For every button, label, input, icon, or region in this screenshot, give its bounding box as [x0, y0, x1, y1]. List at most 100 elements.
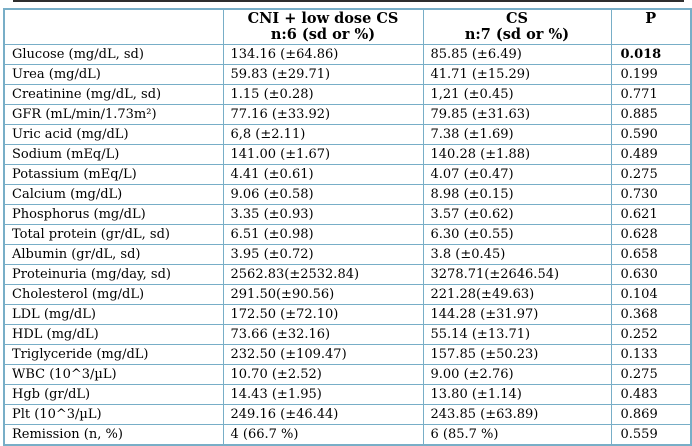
parameter-cell: Plt (10^3/µL)	[3, 404, 224, 425]
parameter-cell: Urea (mg/dL)	[3, 64, 224, 85]
p-value-cell: 0.483	[610, 384, 692, 405]
p-value-cell: 0.590	[610, 124, 692, 145]
group1-value-cell: 73.66 (±32.16)	[222, 324, 424, 345]
table-row-phosphorus: Phosphorus (mg/dL) 3.35 (±0.93) 3.57 (±0…	[3, 204, 692, 225]
group2-value-cell: 6 (85.7 %)	[422, 424, 612, 446]
parameter-cell: GFR (mL/min/1.73m²)	[3, 104, 224, 125]
p-value-cell: 0.621	[610, 204, 692, 225]
group1-value-cell: 232.50 (±109.47)	[222, 344, 424, 365]
group1-value-cell: 10.70 (±2.52)	[222, 364, 424, 385]
p-value-cell: 0.018	[610, 44, 692, 65]
group1-value-cell: 14.43 (±1.95)	[222, 384, 424, 405]
group2-value-cell: 157.85 (±50.23)	[422, 344, 612, 365]
group2-value-cell: 3.57 (±0.62)	[422, 204, 612, 225]
header-parameter-cell	[3, 8, 224, 45]
group1-value-cell: 9.06 (±0.58)	[222, 184, 424, 205]
group2-value-cell: 144.28 (±31.97)	[422, 304, 612, 325]
group2-value-cell: 1,21 (±0.45)	[422, 84, 612, 105]
group1-value-cell: 4.41 (±0.61)	[222, 164, 424, 185]
p-value-cell: 0.368	[610, 304, 692, 325]
table-row-total-protein: Total protein (gr/dL, sd) 6.51 (±0.98) 6…	[3, 224, 692, 245]
group2-value-cell: 243.85 (±63.89)	[422, 404, 612, 425]
parameter-cell: Potassium (mEq/L)	[3, 164, 224, 185]
parameter-cell: Hgb (gr/dL)	[3, 384, 224, 405]
group2-value-cell: 3278.71(±2646.54)	[422, 264, 612, 285]
p-value-cell: 0.275	[610, 364, 692, 385]
p-value-cell: 0.628	[610, 224, 692, 245]
group2-value-cell: 221.28(±49.63)	[422, 284, 612, 305]
p-value-cell: 0.658	[610, 244, 692, 265]
table-row-remission: Remission (n, %) 4 (66.7 %) 6 (85.7 %) 0…	[3, 424, 692, 446]
parameter-cell: Cholesterol (mg/dL)	[3, 284, 224, 305]
group2-value-cell: 55.14 (±13.71)	[422, 324, 612, 345]
group1-value-cell: 59.83 (±29.71)	[222, 64, 424, 85]
group1-value-cell: 172.50 (±72.10)	[222, 304, 424, 325]
group1-value-cell: 1.15 (±0.28)	[222, 84, 424, 105]
group-comparison-table: CNI + low dose CS n:6 (sd or %) CS n:7 (…	[3, 8, 692, 446]
group1-value-cell: 249.16 (±46.44)	[222, 404, 424, 425]
group2-value-cell: 4.07 (±0.47)	[422, 164, 612, 185]
table-row-sodium: Sodium (mEq/L) 141.00 (±1.67) 140.28 (±1…	[3, 144, 692, 165]
group1-value-cell: 2562.83(±2532.84)	[222, 264, 424, 285]
header-p-cell: P	[610, 8, 692, 45]
parameter-cell: Total protein (gr/dL, sd)	[3, 224, 224, 245]
group1-value-cell: 6.51 (±0.98)	[222, 224, 424, 245]
parameter-cell: Glucose (mg/dL, sd)	[3, 44, 224, 65]
table-row-wbc: WBC (10^3/µL) 10.70 (±2.52) 9.00 (±2.76)…	[3, 364, 692, 385]
group2-value-cell: 85.85 (±6.49)	[422, 44, 612, 65]
top-rule-divider	[13, 0, 684, 2]
p-value-cell: 0.869	[610, 404, 692, 425]
p-value-cell: 0.885	[610, 104, 692, 125]
header-group1-subtitle: n:6 (sd or %)	[270, 26, 376, 43]
parameter-cell: Albumin (gr/dL, sd)	[3, 244, 224, 265]
table-row-gfr: GFR (mL/min/1.73m²) 77.16 (±33.92) 79.85…	[3, 104, 692, 125]
group1-value-cell: 141.00 (±1.67)	[222, 144, 424, 165]
table-header-row: CNI + low dose CS n:6 (sd or %) CS n:7 (…	[3, 8, 692, 45]
parameter-cell: HDL (mg/dL)	[3, 324, 224, 345]
p-value-cell: 0.630	[610, 264, 692, 285]
group2-value-cell: 6.30 (±0.55)	[422, 224, 612, 245]
group1-value-cell: 134.16 (±64.86)	[222, 44, 424, 65]
table-row-proteinuria: Proteinuria (mg/day, sd) 2562.83(±2532.8…	[3, 264, 692, 285]
group2-value-cell: 7.38 (±1.69)	[422, 124, 612, 145]
parameter-cell: WBC (10^3/µL)	[3, 364, 224, 385]
parameter-cell: Calcium (mg/dL)	[3, 184, 224, 205]
p-value-cell: 0.559	[610, 424, 692, 446]
p-value-cell: 0.275	[610, 164, 692, 185]
table-row-plt: Plt (10^3/µL) 249.16 (±46.44) 243.85 (±6…	[3, 404, 692, 425]
group1-value-cell: 3.95 (±0.72)	[222, 244, 424, 265]
group2-value-cell: 8.98 (±0.15)	[422, 184, 612, 205]
parameter-cell: Sodium (mEq/L)	[3, 144, 224, 165]
group1-value-cell: 291.50(±90.56)	[222, 284, 424, 305]
parameter-cell: Proteinuria (mg/day, sd)	[3, 264, 224, 285]
p-value-cell: 0.730	[610, 184, 692, 205]
p-value-cell: 0.489	[610, 144, 692, 165]
group2-value-cell: 79.85 (±31.63)	[422, 104, 612, 125]
p-value-cell: 0.104	[610, 284, 692, 305]
group1-value-cell: 4 (66.7 %)	[222, 424, 424, 446]
parameter-cell: Uric acid (mg/dL)	[3, 124, 224, 145]
p-value-cell: 0.252	[610, 324, 692, 345]
table-row-creatinine: Creatinine (mg/dL, sd) 1.15 (±0.28) 1,21…	[3, 84, 692, 105]
parameter-cell: Remission (n, %)	[3, 424, 224, 446]
table-row-hgb: Hgb (gr/dL) 14.43 (±1.95) 13.80 (±1.14) …	[3, 384, 692, 405]
header-group2-cell: CS n:7 (sd or %)	[422, 8, 612, 45]
table-row-albumin: Albumin (gr/dL, sd) 3.95 (±0.72) 3.8 (±0…	[3, 244, 692, 265]
table-row-ldl: LDL (mg/dL) 172.50 (±72.10) 144.28 (±31.…	[3, 304, 692, 325]
table-row-calcium: Calcium (mg/dL) 9.06 (±0.58) 8.98 (±0.15…	[3, 184, 692, 205]
group2-value-cell: 3.8 (±0.45)	[422, 244, 612, 265]
header-group1-title: CNI + low dose CS	[247, 10, 399, 27]
group2-value-cell: 9.00 (±2.76)	[422, 364, 612, 385]
header-group1-cell: CNI + low dose CS n:6 (sd or %)	[222, 8, 424, 45]
parameter-cell: Phosphorus (mg/dL)	[3, 204, 224, 225]
p-value-cell: 0.133	[610, 344, 692, 365]
group2-value-cell: 140.28 (±1.88)	[422, 144, 612, 165]
header-group2-title: CS	[505, 10, 528, 27]
header-group2-subtitle: n:7 (sd or %)	[464, 26, 570, 43]
table-row-urea: Urea (mg/dL) 59.83 (±29.71) 41.71 (±15.2…	[3, 64, 692, 85]
p-value-cell: 0.199	[610, 64, 692, 85]
parameter-cell: Creatinine (mg/dL, sd)	[3, 84, 224, 105]
group1-value-cell: 6,8 (±2.11)	[222, 124, 424, 145]
group1-value-cell: 77.16 (±33.92)	[222, 104, 424, 125]
group2-value-cell: 41.71 (±15.29)	[422, 64, 612, 85]
